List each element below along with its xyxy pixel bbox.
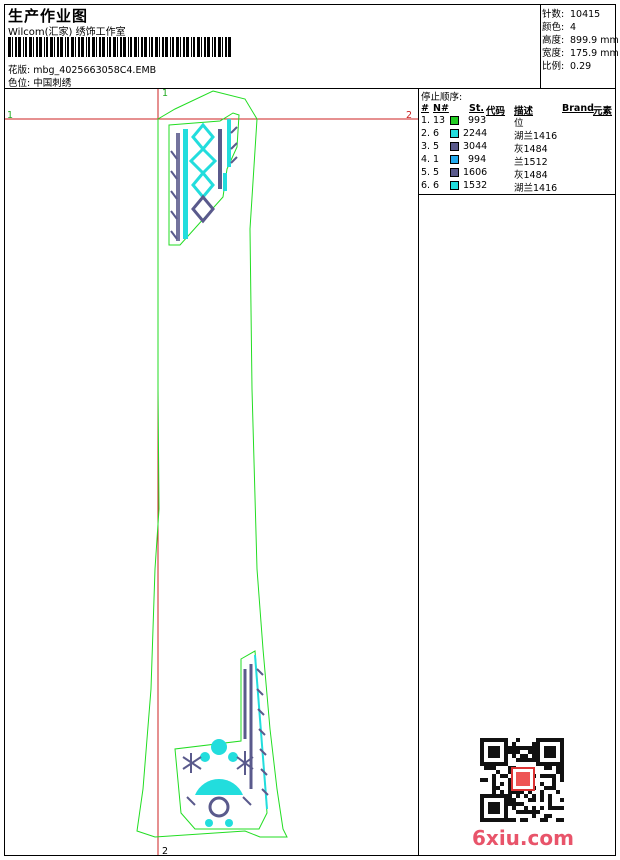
col-n: N# [433, 103, 449, 114]
color-swatch [450, 142, 459, 151]
stat-width: 宽度: 175.9 mm [542, 48, 619, 59]
stats-divider [540, 4, 541, 88]
guide-label-left: 1 [7, 110, 14, 121]
top-panel-outline [168, 112, 240, 246]
sheet-frame [4, 4, 616, 856]
col-st: St. [469, 103, 484, 114]
garment-outline [136, 90, 288, 838]
barcode [8, 37, 231, 57]
col-hash: # [421, 103, 429, 114]
stat-height: 高度: 899.9 mm [542, 35, 619, 46]
page-title: 生产作业图 [8, 7, 89, 25]
col-element: 元素 [593, 106, 613, 117]
stop-sequence-title: 停止顺序: [421, 92, 463, 103]
col-brand: Brand [562, 103, 594, 114]
color-swatch [450, 155, 459, 164]
guide-label-top: 1 [162, 88, 169, 99]
col-desc: 描述 [514, 106, 534, 117]
color-position: 色位: 中国刺绣 [8, 75, 71, 89]
color-swatch [450, 168, 459, 177]
top-embroidery-motif [170, 119, 238, 241]
table-bottom-line [418, 194, 616, 195]
color-swatch [450, 181, 459, 190]
studio-subtitle: Wilcom(汇家) 绣饰工作室 [8, 27, 126, 38]
design-label: 花版: [8, 65, 31, 76]
guide-label-right: 2 [406, 110, 413, 121]
bottom-embroidery-motif [182, 654, 269, 827]
qr-code [480, 738, 564, 822]
stat-stitches: 针数: 10415 [542, 9, 601, 20]
header-divider [4, 88, 616, 89]
site-watermark: 6xiu.com [472, 826, 574, 850]
design-file: 花版: mbg_4025663058C4.EMB [8, 62, 156, 76]
design-value: mbg_4025663058C4.EMB [33, 65, 157, 76]
color-swatch [450, 116, 459, 125]
col-code: 代码 [486, 106, 506, 117]
stat-colors: 颜色: 4 [542, 22, 577, 33]
position-label: 色位: [8, 78, 31, 89]
position-value: 中国刺绣 [33, 78, 72, 89]
stat-scale: 比例: 0.29 [542, 61, 592, 72]
panel-divider [418, 88, 419, 856]
color-swatch [450, 129, 459, 138]
embroidery-canvas [5, 89, 418, 855]
guide-label-bottom: 2 [162, 846, 169, 857]
